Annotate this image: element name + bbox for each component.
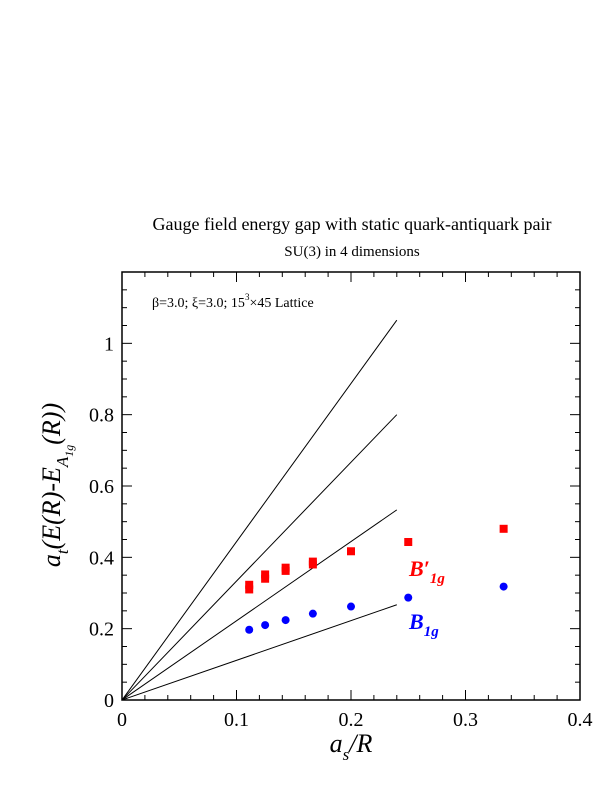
data-point-square <box>308 557 317 566</box>
plot-frame <box>121 271 581 701</box>
reference-lines <box>121 319 398 701</box>
y-tick-label: 1 <box>104 333 114 355</box>
data-markers <box>245 524 508 634</box>
data-point-square <box>245 580 254 589</box>
data-point-square <box>404 537 413 546</box>
x-tick-label: 0.1 <box>224 709 249 731</box>
y-axis-label-tail: (R)) <box>37 403 66 445</box>
y-tick-label: 0 <box>104 690 114 712</box>
series-label-b-prime-1g: B′1g <box>408 556 445 587</box>
series-label-b-1g: B1g <box>408 609 439 640</box>
y-tick-label: 0.8 <box>89 405 114 427</box>
x-axis-label-sub: s <box>343 745 350 764</box>
data-point-square <box>261 574 270 583</box>
x-axis-label-rest: /R <box>347 729 372 758</box>
x-tick-label: 0.2 <box>339 709 364 731</box>
data-point-square <box>347 547 355 556</box>
y-axis-label-rest: (E(R)-E <box>37 467 66 549</box>
reference-line-2 <box>121 509 398 701</box>
annotation-suffix: ×45 Lattice <box>249 296 313 311</box>
y-tick-label: 0.4 <box>89 547 114 569</box>
y-axis-label-sub: t <box>53 548 72 554</box>
y-axis-label-sub3: 1g <box>62 445 76 457</box>
data-point-circle <box>261 621 270 630</box>
y-tick-label: 0.2 <box>89 619 114 641</box>
data-point-circle <box>281 616 290 625</box>
reference-line-1 <box>121 414 398 701</box>
data-point-square <box>281 563 290 572</box>
reference-line-0 <box>121 319 398 701</box>
x-axis-label: as/R <box>330 729 373 764</box>
x-axis-label-main: a <box>330 729 343 758</box>
y-axis-label-main: a <box>37 554 66 567</box>
data-point-square <box>245 585 254 594</box>
data-point-square <box>261 570 270 579</box>
lattice-annotation: β=3.0; ξ=3.0; 153×45 Lattice <box>152 292 314 311</box>
reference-line-3 <box>121 604 397 701</box>
axis-ticks <box>121 271 581 701</box>
data-point-circle <box>499 582 508 591</box>
x-tick-label: 0 <box>117 709 127 731</box>
x-tick-label: 0.3 <box>453 709 478 731</box>
annotation-prefix: β=3.0; ξ=3.0; 15 <box>152 296 245 311</box>
chart-subtitle: SU(3) in 4 dimensions <box>284 244 420 260</box>
series-label-b-prime-sub: 1g <box>430 571 446 587</box>
series-label-b-sub: 1g <box>424 624 440 640</box>
annotation-superscript: 3 <box>245 292 250 302</box>
tick-labels: 0 0.1 0.2 0.3 0.4 0 0.2 0.4 0.6 0.8 1 <box>89 333 593 731</box>
y-tick-label: 0.6 <box>89 476 114 498</box>
data-point-square <box>499 524 508 533</box>
data-point-circle <box>404 593 413 602</box>
y-axis-label: at(E(R)-EA1g(R)) <box>37 403 76 567</box>
series-label-b-prime-main: B′ <box>408 556 430 581</box>
series-label-b-main: B <box>408 609 424 634</box>
data-point-circle <box>347 602 355 611</box>
data-point-circle <box>245 625 254 634</box>
y-axis-label-sub2: A <box>53 456 72 468</box>
x-tick-label: 0.4 <box>568 709 593 731</box>
data-point-circle <box>308 609 317 618</box>
chart-title: Gauge field energy gap with static quark… <box>152 214 551 234</box>
